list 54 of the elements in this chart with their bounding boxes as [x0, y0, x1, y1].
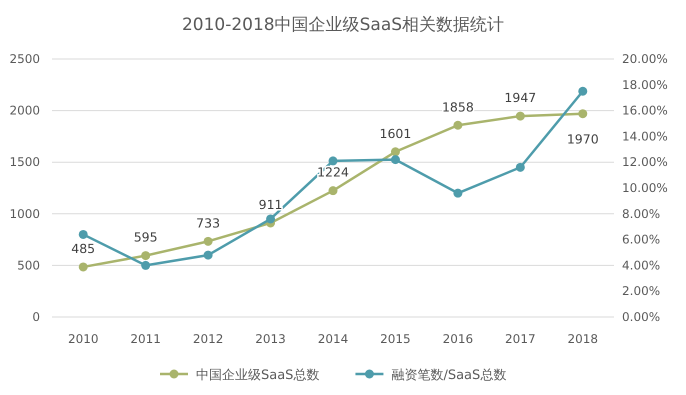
text: 911	[258, 196, 282, 212]
text: 1970	[566, 132, 599, 147]
text: 733	[196, 215, 220, 230]
y2-tick-label: 14.00%	[622, 129, 668, 144]
point	[453, 188, 462, 198]
point	[78, 262, 88, 272]
x-tick-label: 2012	[192, 332, 224, 346]
y2-tick-label: 16.00%	[622, 104, 668, 118]
point	[141, 260, 150, 270]
point	[204, 236, 213, 246]
point	[328, 156, 338, 166]
point	[266, 214, 276, 224]
text: 1947	[504, 90, 536, 106]
point	[78, 230, 88, 239]
x-tick-label: 2018	[568, 332, 598, 346]
point	[328, 186, 338, 196]
y-tick-label: 500	[17, 258, 40, 272]
chart-title: 2010-2018中国企业级SaaS相关数据统计	[182, 15, 504, 35]
text: 1858	[442, 99, 474, 114]
x-tick-label: 2010	[68, 332, 98, 346]
text: 485	[71, 240, 96, 256]
legend-label: 中国企业级SaaS总数	[196, 368, 320, 383]
y2-tick-label: 18.00%	[622, 78, 668, 92]
y2-tick-label: 10.00%	[622, 181, 668, 195]
y2-tick-label: 2.00%	[622, 284, 660, 298]
y2-tick-label: 12.00%	[622, 155, 668, 170]
x-tick-label: 2016	[442, 332, 474, 346]
y-tick-label: 0	[32, 310, 40, 324]
y2-tick-label: 0.00%	[622, 310, 660, 324]
text: 595	[134, 230, 158, 245]
x-tick-label: 2011	[130, 332, 161, 346]
y2-tick-label: 6.00%	[622, 232, 660, 247]
point	[453, 120, 462, 130]
point	[516, 162, 525, 172]
point	[516, 112, 525, 121]
x-tick-label: 2013	[255, 332, 286, 346]
x-tick-label: 2017	[505, 332, 536, 346]
y-tick-label: 2500	[9, 52, 40, 66]
y-tick-label: 2000	[9, 104, 40, 118]
x-tick-label: 2014	[318, 332, 348, 346]
x-tick-label: 2015	[380, 332, 411, 346]
point	[141, 251, 150, 260]
point	[578, 109, 588, 118]
text: 1601	[380, 126, 412, 141]
y2-tick-label: 8.00%	[622, 206, 660, 221]
y-tick-label: 1000	[9, 206, 40, 221]
point	[390, 155, 400, 164]
y-tick-label: 1500	[9, 155, 40, 170]
point	[204, 250, 213, 260]
y2-tick-label: 20.00%	[622, 52, 668, 66]
legend-label: 融资笔数/SaaS总数	[391, 368, 506, 383]
y2-tick-label: 4.00%	[622, 258, 660, 272]
point	[390, 147, 400, 156]
point	[578, 86, 588, 96]
